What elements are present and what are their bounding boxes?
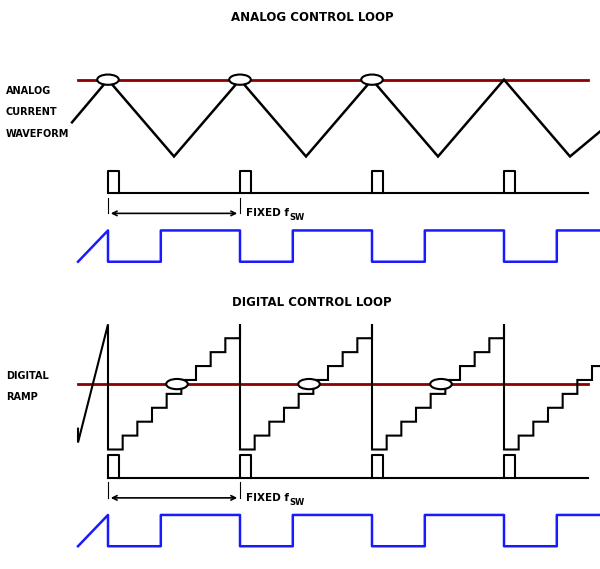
- Circle shape: [229, 75, 251, 85]
- Text: SW: SW: [289, 213, 304, 222]
- Text: FIXED f: FIXED f: [246, 208, 289, 218]
- Circle shape: [361, 75, 383, 85]
- Circle shape: [97, 75, 119, 85]
- Text: FIXED f: FIXED f: [246, 493, 289, 503]
- Text: WAVEFORM: WAVEFORM: [6, 129, 70, 139]
- Text: RAMP: RAMP: [6, 392, 38, 402]
- Text: ANALOG CONTROL LOOP: ANALOG CONTROL LOOP: [230, 11, 394, 24]
- Text: CURRENT: CURRENT: [6, 108, 58, 117]
- Text: DIGITAL: DIGITAL: [6, 370, 49, 381]
- Text: DIGITAL CONTROL LOOP: DIGITAL CONTROL LOOP: [232, 296, 392, 309]
- Circle shape: [298, 379, 320, 389]
- Circle shape: [166, 379, 188, 389]
- Text: ANALOG: ANALOG: [6, 86, 51, 96]
- Text: SW: SW: [289, 498, 304, 506]
- Circle shape: [430, 379, 452, 389]
